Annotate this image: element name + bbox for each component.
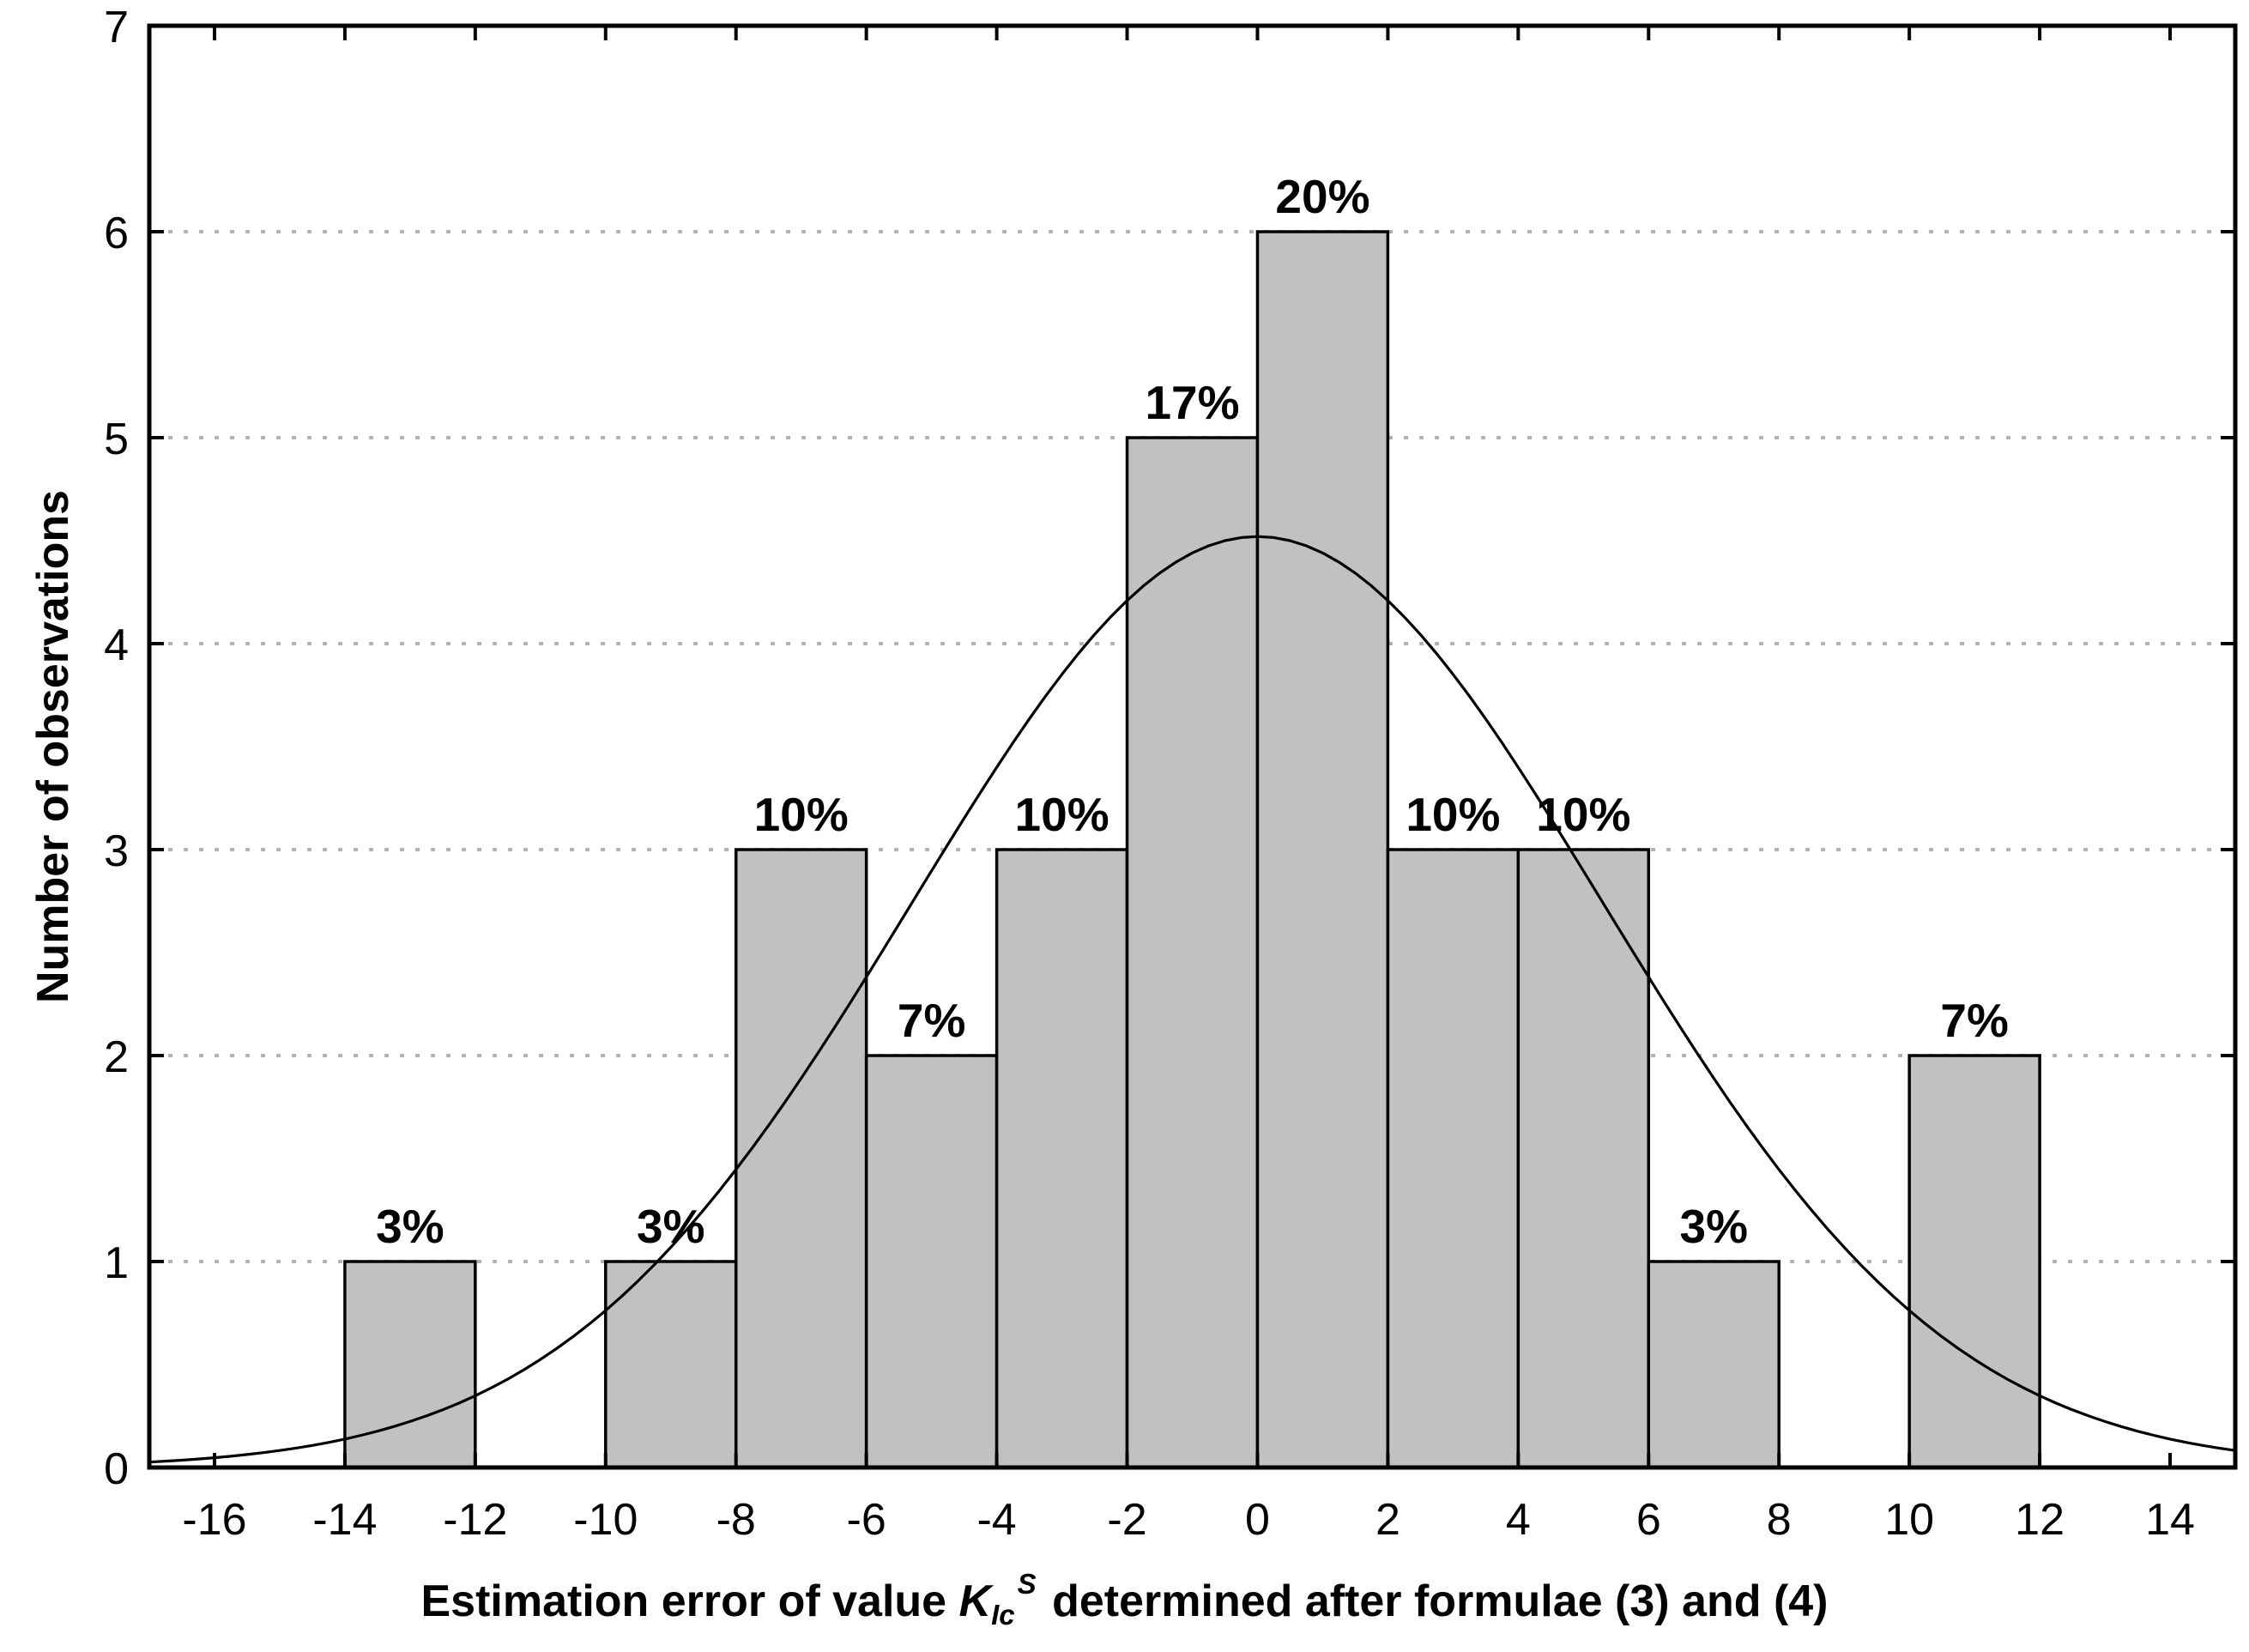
x-tick-label--8: -8 [716,1495,756,1545]
bar-percent-label-10-to-12: 7% [1940,994,2009,1047]
x-tick-label-4: 4 [1506,1495,1531,1545]
x-tick-label-8: 8 [1767,1495,1792,1545]
x-tick-label--6: -6 [847,1495,886,1545]
histogram-bar--2-to-0 [1125,436,1260,1469]
x-axis-title-prefix: Estimation error of value [420,1576,959,1626]
x-tick-label-6: 6 [1636,1495,1661,1545]
histogram-bar-4-to-6 [1516,848,1651,1469]
histogram-bar--6-to--4 [864,1054,999,1469]
x-tick-label-14: 14 [2145,1495,2195,1545]
y-axis-title-text: Number of observations [28,489,78,1004]
x-tick-label--4: -4 [976,1495,1016,1545]
x-axis-title-superscript: S [1017,1568,1037,1600]
x-tick-label-0: 0 [1245,1495,1270,1545]
histogram-bar--4-to--2 [995,848,1129,1469]
bar-percent-label--8-to--6: 10% [754,788,849,841]
plot-frame [147,23,2238,1470]
y-tick-label-3: 3 [104,826,129,876]
histogram-bar--8-to--6 [734,848,868,1469]
normal-curve [148,535,2236,1464]
x-axis-title: Estimation error of value KIcS determine… [0,1570,2249,1629]
bar-percent-label--2-to-0: 17% [1145,376,1239,429]
y-tick-label-4: 4 [104,620,129,670]
histogram-bar-6-to-8 [1647,1260,1780,1469]
x-tick-label--2: -2 [1107,1495,1146,1545]
y-tick-label-1: 1 [104,1238,129,1288]
bar-percent-label-6-to-8: 3% [1680,1200,1749,1253]
bar-percent-label-0-to-2: 20% [1275,170,1369,223]
x-tick-label-10: 10 [1884,1495,1934,1545]
y-tick-label-6: 6 [104,209,129,258]
x-tick-label--14: -14 [312,1495,377,1545]
y-axis-title: Number of observations [27,490,79,1003]
x-tick-label-12: 12 [2015,1495,2065,1545]
x-tick-label-2: 2 [1375,1495,1400,1545]
bar-percent-label--14-to--12: 3% [376,1200,444,1253]
x-tick-label--16: -16 [182,1495,246,1545]
bar-percent-label-4-to-6: 10% [1536,788,1630,841]
y-tick-label-2: 2 [104,1032,129,1082]
x-axis-title-suffix: determined after formulae (3) and (4) [1039,1576,1829,1626]
histogram-bar-0-to-2 [1255,230,1390,1469]
bar-percent-label--6-to--4: 7% [898,994,966,1047]
bar-percent-label--4-to--2: 10% [1015,788,1109,841]
y-tick-label-7: 7 [104,3,129,52]
y-tick-label-5: 5 [104,415,129,464]
bar-percent-label--10-to--8: 3% [637,1200,705,1253]
x-tick-label--12: -12 [443,1495,507,1545]
histogram-bar--10-to--8 [604,1260,738,1469]
y-tick-label-0: 0 [104,1444,129,1494]
x-axis-title-subscript: Ic [991,1599,1015,1631]
histogram-bar-2-to-4 [1386,848,1520,1469]
x-tick-label--10: -10 [573,1495,638,1545]
histogram-bar--14-to--12 [343,1260,477,1469]
histogram-bar-10-to-12 [1907,1054,2041,1469]
bar-percent-label-2-to-4: 10% [1406,788,1500,841]
x-axis-title-symbol-k: K [958,1576,992,1626]
